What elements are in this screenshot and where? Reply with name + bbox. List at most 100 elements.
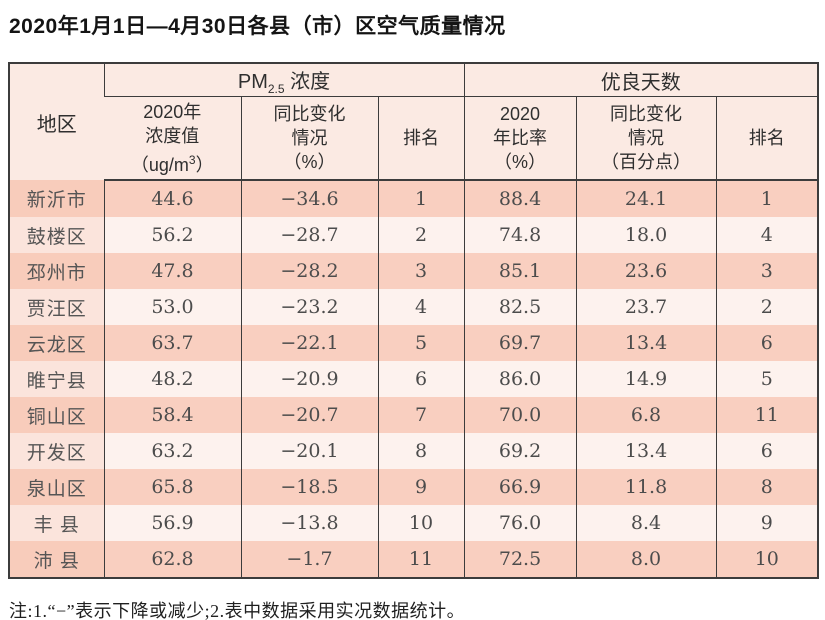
good-ratio-line3: （%） <box>494 152 547 172</box>
good-rank-cell: 4 <box>715 217 819 253</box>
pm-value-cell: 63.7 <box>103 325 241 361</box>
table-row: 睢宁县 48.2 −20.9 6 86.0 14.9 5 <box>9 361 819 397</box>
header-pm-change: 同比变化 情况 （%） <box>240 96 378 181</box>
table-row: 贾汪区 53.0 −23.2 4 82.5 23.7 2 <box>9 289 819 325</box>
pm-value-line1: 2020年 <box>143 101 202 122</box>
header-region: 地区 <box>9 63 104 180</box>
pm-change-cell: −23.2 <box>240 289 378 325</box>
table-row: 铜山区 58.4 −20.7 7 70.0 6.8 11 <box>9 397 819 433</box>
region-cell: 云龙区 <box>9 325 104 361</box>
pm-value-cell: 48.2 <box>103 361 241 397</box>
region-cell: 沛 县 <box>9 541 104 578</box>
pm-value-unit: （ug/m3） <box>104 148 241 177</box>
pm-change-cell: −13.8 <box>240 505 378 541</box>
pm-rank-cell: 4 <box>377 289 465 325</box>
good-ratio-cell: 76.0 <box>463 505 577 541</box>
pm-value-cell: 47.8 <box>103 253 241 289</box>
pm-rank-cell: 10 <box>377 505 465 541</box>
pm-change-cell: −18.5 <box>240 469 378 505</box>
table-body: 新沂市 44.6 −34.6 1 88.4 24.1 1 鼓楼区 56.2 −2… <box>9 180 819 578</box>
pm-value-cell: 44.6 <box>103 180 241 217</box>
pm-group-subscript: 2.5 <box>267 81 285 96</box>
header-pm-rank: 排名 <box>377 96 465 181</box>
table-row: 新沂市 44.6 −34.6 1 88.4 24.1 1 <box>9 180 819 217</box>
good-change-cell: 13.4 <box>575 325 717 361</box>
good-ratio-cell: 70.0 <box>463 397 577 433</box>
page-title: 2020年1月1日—4月30日各县（市）区空气质量情况 <box>9 15 506 38</box>
header-good-ratio: 2020 年比率 （%） <box>463 96 577 181</box>
footnote: 注:1.“−”表示下降或减少;2.表中数据采用实况数据统计。 <box>9 601 466 620</box>
good-change-cell: 6.8 <box>575 397 717 433</box>
pm-change-cell: −1.7 <box>240 541 378 578</box>
good-ratio-cell: 66.9 <box>463 469 577 505</box>
header-good-rank: 排名 <box>715 96 819 181</box>
pm-rank-cell: 8 <box>377 433 465 469</box>
region-cell: 丰 县 <box>9 505 104 541</box>
pm-rank-cell: 6 <box>377 361 465 397</box>
table-header: 地区 PM2.5 浓度 优良天数 2020年 浓度值 （ug/m3） 同比变化 … <box>9 63 819 181</box>
good-change-line2: 情况 <box>628 128 665 148</box>
good-rank-cell: 6 <box>715 433 819 469</box>
pm-value-line2: 浓度值 <box>145 125 200 146</box>
pm-group-suffix: 浓度 <box>284 70 331 93</box>
table-row: 泉山区 65.8 −18.5 9 66.9 11.8 8 <box>9 469 819 505</box>
header-good-change: 同比变化 情况 （百分点） <box>575 96 717 181</box>
pm-change-cell: −22.1 <box>240 325 378 361</box>
good-change-cell: 8.0 <box>575 541 717 578</box>
pm-value-cell: 56.9 <box>103 505 241 541</box>
pm-change-line2: 情况 <box>291 128 328 148</box>
good-ratio-cell: 86.0 <box>463 361 577 397</box>
pm-change-line3: （%） <box>283 152 336 172</box>
pm-value-cell: 63.2 <box>103 433 241 469</box>
good-rank-cell: 3 <box>715 253 819 289</box>
pm-rank-cell: 7 <box>377 397 465 433</box>
page: 2020年1月1日—4月30日各县（市）区空气质量情况 地区 PM2.5 浓度 … <box>0 12 825 620</box>
good-rank-cell: 2 <box>715 289 819 325</box>
good-change-cell: 18.0 <box>575 217 717 253</box>
region-cell: 鼓楼区 <box>9 217 104 253</box>
pm-change-cell: −20.1 <box>240 433 378 469</box>
table-row: 开发区 63.2 −20.1 8 69.2 13.4 6 <box>9 433 819 469</box>
pm-value-unit-suffix: ） <box>195 154 214 175</box>
pm-value-cell: 62.8 <box>103 541 241 578</box>
region-cell: 铜山区 <box>9 397 104 433</box>
pm-rank-cell: 11 <box>377 541 465 578</box>
pm-rank-cell: 9 <box>377 469 465 505</box>
good-rank-cell: 5 <box>715 361 819 397</box>
good-ratio-cell: 82.5 <box>463 289 577 325</box>
header-sub-row: 2020年 浓度值 （ug/m3） 同比变化 情况 （%） 排名 2020 年比… <box>9 96 819 181</box>
table-row: 鼓楼区 56.2 −28.7 2 74.8 18.0 4 <box>9 217 819 253</box>
pm-value-cell: 65.8 <box>103 469 241 505</box>
good-change-line1: 同比变化 <box>610 104 683 124</box>
table-row: 邳州市 47.8 −28.2 3 85.1 23.6 3 <box>9 253 819 289</box>
good-ratio-cell: 72.5 <box>463 541 577 578</box>
table-row: 丰 县 56.9 −13.8 10 76.0 8.4 9 <box>9 505 819 541</box>
good-ratio-line1: 2020 <box>499 104 541 124</box>
pm-value-unit-prefix: （ug/m <box>130 154 189 175</box>
good-rank-cell: 6 <box>715 325 819 361</box>
good-change-cell: 13.4 <box>575 433 717 469</box>
pm-group-prefix: PM <box>237 70 268 93</box>
region-cell: 开发区 <box>9 433 104 469</box>
pm-change-cell: −20.7 <box>240 397 378 433</box>
region-cell: 睢宁县 <box>9 361 104 397</box>
good-rank-cell: 11 <box>715 397 819 433</box>
pm-change-cell: −28.2 <box>240 253 378 289</box>
table-row: 云龙区 63.7 −22.1 5 69.7 13.4 6 <box>9 325 819 361</box>
good-rank-cell: 8 <box>715 469 819 505</box>
good-change-cell: 23.7 <box>575 289 717 325</box>
pm-change-cell: −20.9 <box>240 361 378 397</box>
good-ratio-cell: 85.1 <box>463 253 577 289</box>
good-rank-cell: 10 <box>715 541 819 578</box>
table-row: 沛 县 62.8 −1.7 11 72.5 8.0 10 <box>9 541 819 578</box>
good-rank-cell: 1 <box>715 180 819 217</box>
good-change-cell: 11.8 <box>575 469 717 505</box>
region-cell: 贾汪区 <box>9 289 104 325</box>
pm-change-cell: −28.7 <box>240 217 378 253</box>
good-ratio-line2: 年比率 <box>493 128 548 148</box>
header-pm-value: 2020年 浓度值 （ug/m3） <box>104 96 241 181</box>
header-region-label: 地区 <box>36 113 77 136</box>
region-cell: 泉山区 <box>9 469 104 505</box>
pm-rank-cell: 5 <box>377 325 465 361</box>
good-ratio-cell: 88.4 <box>463 180 577 217</box>
